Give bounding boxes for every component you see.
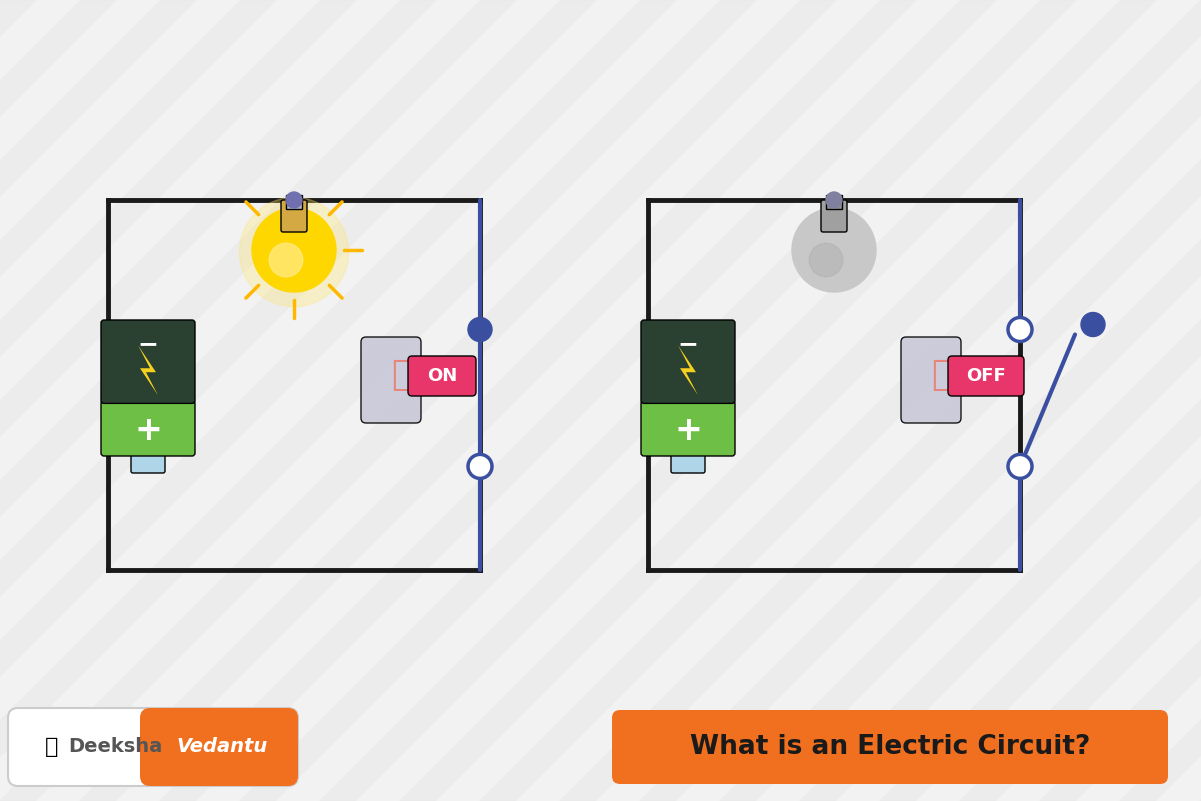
FancyBboxPatch shape [671, 451, 705, 473]
FancyBboxPatch shape [101, 400, 195, 456]
Circle shape [791, 208, 876, 292]
Polygon shape [640, 0, 1201, 801]
Circle shape [809, 244, 843, 277]
Polygon shape [679, 345, 698, 395]
Text: ON: ON [426, 367, 458, 385]
Circle shape [1008, 317, 1032, 341]
Polygon shape [0, 0, 596, 801]
Polygon shape [480, 0, 1201, 801]
Circle shape [468, 317, 492, 341]
Text: −: − [137, 332, 159, 356]
Circle shape [252, 208, 336, 292]
FancyBboxPatch shape [131, 451, 165, 473]
FancyBboxPatch shape [948, 356, 1024, 396]
Text: OFF: OFF [966, 367, 1006, 385]
Polygon shape [800, 0, 1201, 801]
Text: 👆: 👆 [931, 358, 952, 392]
Text: 🔥: 🔥 [46, 737, 59, 757]
Polygon shape [0, 0, 836, 801]
FancyBboxPatch shape [8, 708, 298, 786]
Polygon shape [1040, 0, 1201, 801]
Polygon shape [240, 0, 1076, 801]
Text: +: + [135, 414, 162, 447]
Polygon shape [0, 0, 755, 801]
Circle shape [1081, 312, 1105, 336]
Polygon shape [0, 0, 516, 801]
Circle shape [286, 192, 301, 208]
FancyBboxPatch shape [286, 195, 301, 209]
FancyBboxPatch shape [826, 195, 842, 209]
Polygon shape [560, 0, 1201, 801]
FancyBboxPatch shape [641, 400, 735, 456]
Polygon shape [960, 0, 1201, 801]
Polygon shape [0, 0, 116, 801]
Text: −: − [677, 332, 699, 356]
Circle shape [1008, 454, 1032, 478]
Polygon shape [0, 0, 676, 801]
Circle shape [468, 454, 492, 478]
FancyBboxPatch shape [901, 337, 961, 423]
Circle shape [826, 192, 842, 208]
Polygon shape [319, 0, 1157, 801]
FancyBboxPatch shape [408, 356, 476, 396]
Polygon shape [880, 0, 1201, 801]
FancyBboxPatch shape [141, 708, 298, 786]
Text: 👆: 👆 [392, 358, 413, 392]
FancyBboxPatch shape [101, 320, 195, 404]
Circle shape [269, 244, 303, 277]
Text: What is an Electric Circuit?: What is an Electric Circuit? [689, 734, 1091, 760]
Text: +: + [674, 414, 701, 447]
FancyBboxPatch shape [821, 200, 847, 232]
Polygon shape [138, 345, 159, 395]
Polygon shape [0, 0, 355, 801]
FancyBboxPatch shape [641, 320, 735, 404]
Polygon shape [400, 0, 1201, 801]
Circle shape [239, 197, 348, 307]
FancyBboxPatch shape [613, 710, 1169, 784]
Polygon shape [0, 0, 36, 801]
Polygon shape [0, 0, 276, 801]
Polygon shape [0, 0, 436, 801]
Polygon shape [0, 0, 196, 801]
Text: Deeksha: Deeksha [68, 738, 162, 756]
Polygon shape [160, 0, 996, 801]
Polygon shape [721, 0, 1201, 801]
FancyBboxPatch shape [281, 200, 307, 232]
Polygon shape [1121, 0, 1201, 801]
Text: Vedantu: Vedantu [177, 738, 268, 756]
FancyBboxPatch shape [362, 337, 422, 423]
Polygon shape [80, 0, 916, 801]
